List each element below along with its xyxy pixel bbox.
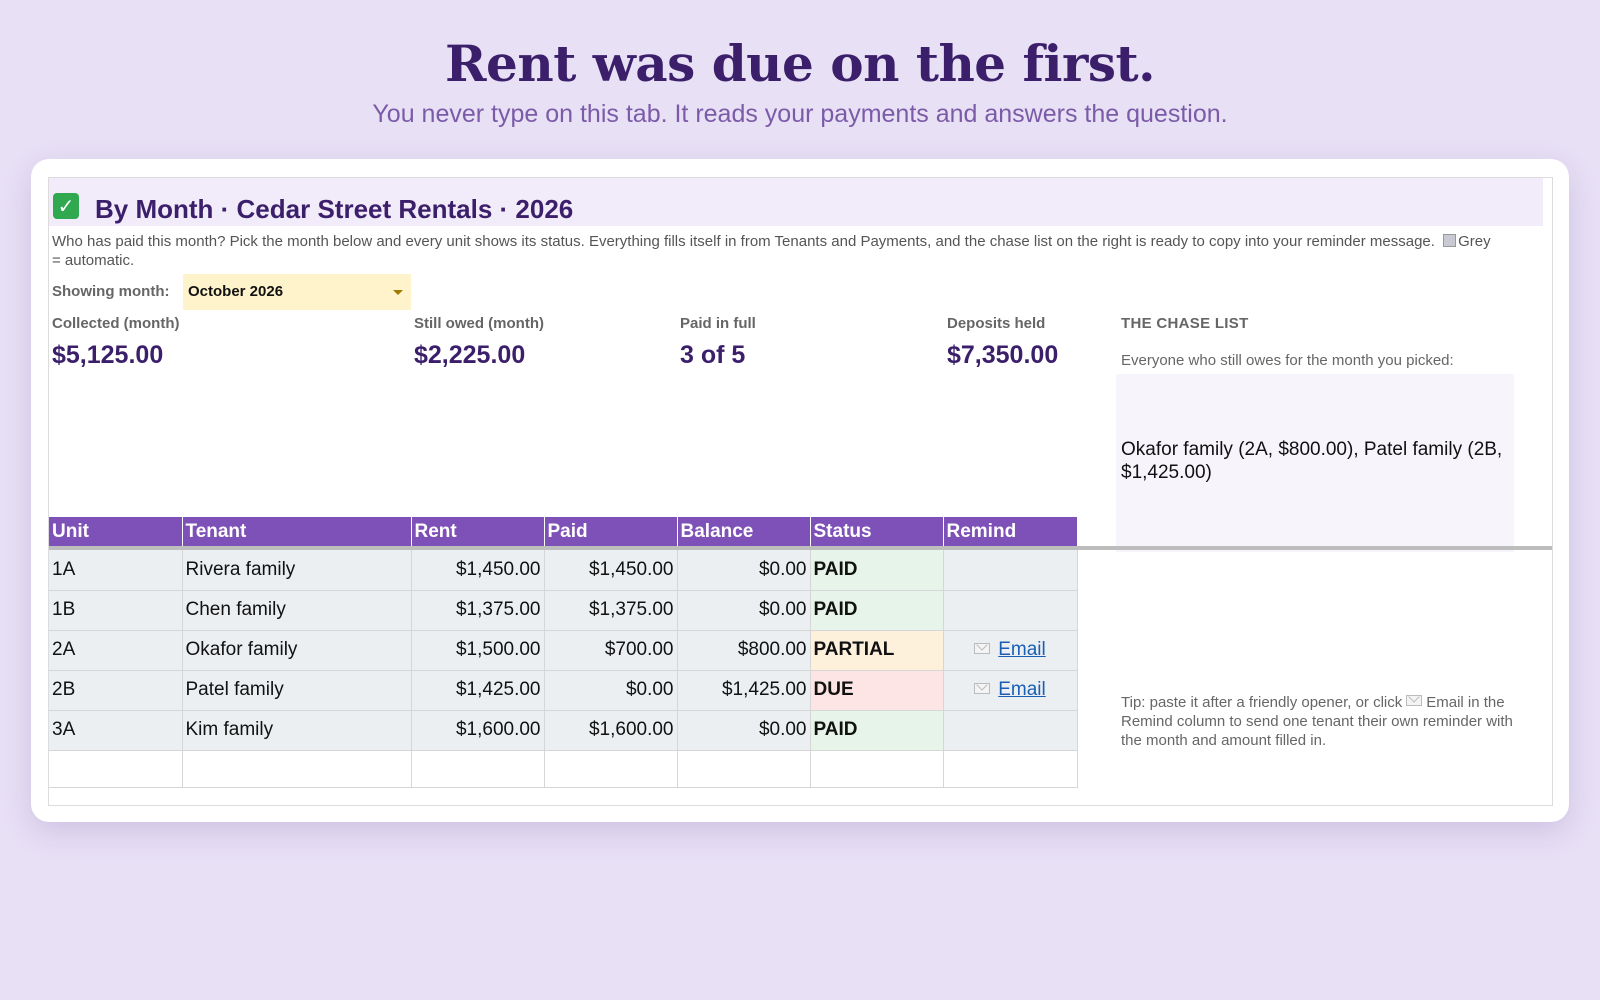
paid-cell[interactable]: $1,600.00 xyxy=(544,710,678,751)
unit-cell[interactable]: 2A xyxy=(49,630,183,671)
remind-cell[interactable]: Email xyxy=(943,630,1078,671)
payments-table: Unit Tenant Rent Paid Balance Status Rem… xyxy=(49,517,1078,788)
kpi-paid-full-label: Paid in full xyxy=(680,315,756,332)
status-badge[interactable]: PAID xyxy=(810,710,944,751)
email-reminder-link[interactable]: Email xyxy=(998,639,1046,660)
kpi-collected-value: $5,125.00 xyxy=(52,341,164,369)
balance-cell[interactable]: $0.00 xyxy=(677,590,811,631)
check-mark-icon: ✓ xyxy=(53,193,79,219)
column-header-rent: Rent xyxy=(411,517,545,546)
remind-cell[interactable] xyxy=(943,590,1078,631)
grey-swatch-icon xyxy=(1443,234,1457,247)
table-row[interactable]: 2A Okafor family $1,500.00 $700.00 $800.… xyxy=(49,630,1078,671)
chevron-down-icon[interactable] xyxy=(393,290,403,295)
month-label: Showing month: xyxy=(52,283,170,300)
page-headline: Rent was due on the first. xyxy=(444,34,1156,93)
empty-cell[interactable] xyxy=(411,750,545,788)
remind-cell[interactable]: Email xyxy=(943,670,1078,711)
empty-cell[interactable] xyxy=(544,750,678,788)
column-header-status: Status xyxy=(810,517,944,546)
status-badge[interactable]: PAID xyxy=(810,590,944,631)
status-badge[interactable]: DUE xyxy=(810,670,944,711)
paid-cell[interactable]: $1,375.00 xyxy=(544,590,678,631)
tenant-cell[interactable]: Kim family xyxy=(182,710,412,751)
table-row[interactable]: 3A Kim family $1,600.00 $1,600.00 $0.00 … xyxy=(49,710,1078,751)
balance-cell[interactable]: $1,425.00 xyxy=(677,670,811,711)
table-header-row: Unit Tenant Rent Paid Balance Status Rem… xyxy=(49,517,1078,546)
paid-cell[interactable]: $0.00 xyxy=(544,670,678,711)
envelope-icon xyxy=(974,683,991,694)
paid-cell[interactable]: $1,450.00 xyxy=(544,550,678,591)
sheet-description: Who has paid this month? Pick the month … xyxy=(52,232,1492,270)
description-text: Who has paid this month? Pick the month … xyxy=(52,233,1435,250)
paid-cell[interactable]: $700.00 xyxy=(544,630,678,671)
empty-cell[interactable] xyxy=(810,750,944,788)
tenant-cell[interactable]: Patel family xyxy=(182,670,412,711)
kpi-owed-value: $2,225.00 xyxy=(414,341,526,369)
column-header-paid: Paid xyxy=(544,517,678,546)
empty-cell[interactable] xyxy=(182,750,412,788)
envelope-icon xyxy=(1406,695,1423,706)
grey-note: Grey = automatic. xyxy=(52,233,1491,269)
chase-list-box[interactable]: Okafor family (2A, $800.00), Patel famil… xyxy=(1116,374,1514,552)
rent-cell[interactable]: $1,500.00 xyxy=(411,630,545,671)
column-header-remind: Remind xyxy=(943,517,1078,546)
envelope-icon xyxy=(974,643,991,654)
remind-cell[interactable] xyxy=(943,550,1078,591)
column-header-unit: Unit xyxy=(49,517,183,546)
tip-text-before: Tip: paste it after a friendly opener, o… xyxy=(1121,694,1403,711)
email-reminder-link[interactable]: Email xyxy=(998,679,1046,700)
empty-cell[interactable] xyxy=(49,750,183,788)
empty-cell[interactable] xyxy=(677,750,811,788)
tip-text-after: Email in the Remind column to send one t… xyxy=(1121,694,1513,749)
balance-cell[interactable]: $0.00 xyxy=(677,710,811,751)
chase-tip: Tip: paste it after a friendly opener, o… xyxy=(1121,693,1521,750)
table-row[interactable]: 2B Patel family $1,425.00 $0.00 $1,425.0… xyxy=(49,670,1078,711)
rent-cell[interactable]: $1,375.00 xyxy=(411,590,545,631)
tenant-cell[interactable]: Okafor family xyxy=(182,630,412,671)
rent-cell[interactable]: $1,425.00 xyxy=(411,670,545,711)
unit-cell[interactable]: 3A xyxy=(49,710,183,751)
spreadsheet: ✓ By Month · Cedar Street Rentals · 2026… xyxy=(48,177,1553,806)
frozen-spacer-cell xyxy=(49,546,1077,550)
kpi-deposits-label: Deposits held xyxy=(947,315,1046,332)
balance-cell[interactable]: $0.00 xyxy=(677,550,811,591)
status-badge[interactable]: PAID xyxy=(810,550,944,591)
kpi-deposits-value: $7,350.00 xyxy=(947,341,1059,369)
month-value: October 2026 xyxy=(188,283,284,300)
chase-list-subheading: Everyone who still owes for the month yo… xyxy=(1121,352,1454,369)
sheet-title: By Month · Cedar Street Rentals · 2026 xyxy=(95,194,574,224)
unit-cell[interactable]: 2B xyxy=(49,670,183,711)
balance-cell[interactable]: $800.00 xyxy=(677,630,811,671)
chase-list-text[interactable]: Okafor family (2A, $800.00), Patel famil… xyxy=(1121,439,1503,483)
tenant-cell[interactable]: Chen family xyxy=(182,590,412,631)
month-dropdown[interactable]: October 2026 xyxy=(183,274,411,310)
unit-cell[interactable]: 1B xyxy=(49,590,183,631)
empty-row[interactable] xyxy=(49,750,1078,788)
chase-list-heading: THE CHASE LIST xyxy=(1121,315,1249,332)
column-header-tenant: Tenant xyxy=(182,517,412,546)
frozen-spacer-row xyxy=(49,546,1077,550)
unit-cell[interactable]: 1A xyxy=(49,550,183,591)
rent-cell[interactable]: $1,600.00 xyxy=(411,710,545,751)
sheet-title-bar: ✓ By Month · Cedar Street Rentals · 2026 xyxy=(49,178,1543,226)
kpi-paid-full-value: 3 of 5 xyxy=(680,341,746,369)
remind-cell[interactable] xyxy=(943,710,1078,751)
table-row[interactable]: 1A Rivera family $1,450.00 $1,450.00 $0.… xyxy=(49,550,1078,591)
empty-cell[interactable] xyxy=(943,750,1078,788)
sheet-card: ✓ By Month · Cedar Street Rentals · 2026… xyxy=(31,159,1569,822)
kpi-owed-label: Still owed (month) xyxy=(414,315,544,332)
kpi-collected-label: Collected (month) xyxy=(52,315,180,332)
rent-cell[interactable]: $1,450.00 xyxy=(411,550,545,591)
table-row[interactable]: 1B Chen family $1,375.00 $1,375.00 $0.00… xyxy=(49,590,1078,631)
page-subline: You never type on this tab. It reads you… xyxy=(372,100,1228,128)
tenant-cell[interactable]: Rivera family xyxy=(182,550,412,591)
column-header-balance: Balance xyxy=(677,517,811,546)
status-badge[interactable]: PARTIAL xyxy=(810,630,944,671)
